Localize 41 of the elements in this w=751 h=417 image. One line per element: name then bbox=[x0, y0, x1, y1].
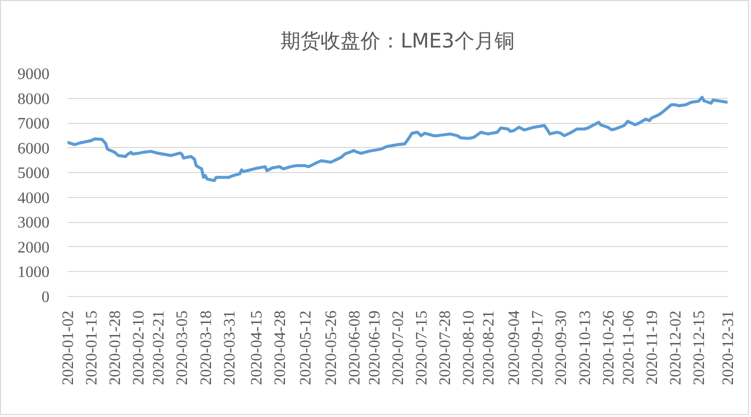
x-tick-label: 2020-07-28 bbox=[437, 310, 454, 386]
x-tick-label: 2020-04-28 bbox=[272, 310, 290, 386]
x-tick-label: 2020-11-06 bbox=[620, 310, 638, 385]
x-tick-label: 2020-03-18 bbox=[198, 310, 215, 386]
x-tick-label: 2020-12-31 bbox=[720, 310, 737, 386]
x-tick-label: 2020-01-28 bbox=[107, 310, 124, 386]
y-tick-label: 9000 bbox=[18, 66, 50, 83]
y-tick-label: 5000 bbox=[18, 165, 50, 182]
y-tick-label: 2000 bbox=[18, 239, 50, 256]
x-tick-label: 2020-09-04 bbox=[506, 310, 524, 386]
x-tick-label: 2020-09-30 bbox=[553, 310, 570, 386]
y-tick-label: 4000 bbox=[18, 190, 50, 207]
x-tick-label: 2020-08-10 bbox=[460, 310, 478, 386]
x-tick-label: 2020-07-15 bbox=[414, 310, 431, 386]
x-tick-label: 2020-10-13 bbox=[576, 310, 594, 386]
x-tick-label: 2020-12-15 bbox=[690, 310, 708, 386]
x-tick-label: 2020-06-08 bbox=[346, 310, 364, 386]
y-tick-label: 0 bbox=[42, 289, 50, 306]
chart-title: 期货收盘价：LME3个月铜 bbox=[280, 28, 514, 52]
x-tick-label: 2020-02-10 bbox=[130, 310, 148, 386]
x-tick-label: 2020-04-15 bbox=[248, 310, 266, 386]
x-tick-label: 2020-08-21 bbox=[480, 310, 498, 386]
y-tick-label: 7000 bbox=[18, 116, 50, 133]
x-tick-label: 2020-05-12 bbox=[298, 310, 315, 386]
x-tick-label: 2020-05-26 bbox=[322, 310, 340, 386]
x-tick-label: 2020-09-17 bbox=[530, 310, 547, 386]
x-tick-label: 2020-12-02 bbox=[667, 310, 684, 386]
y-tick-label: 6000 bbox=[18, 140, 50, 158]
y-tick-label: 3000 bbox=[18, 214, 50, 232]
x-tick-label: 2020-01-15 bbox=[84, 310, 101, 386]
y-tick-label: 8000 bbox=[18, 90, 50, 108]
line-series bbox=[68, 96, 728, 182]
x-tick-label: 2020-03-05 bbox=[174, 310, 192, 386]
x-tick-label: 2020-07-02 bbox=[390, 310, 407, 386]
x-tick-label: 2020-11-19 bbox=[644, 310, 661, 385]
x-tick-label: 2020-02-21 bbox=[150, 310, 168, 386]
x-tick-label: 2020-03-31 bbox=[221, 310, 238, 386]
y-tick-label: 1000 bbox=[18, 264, 50, 282]
x-tick-label: 2020-01-02 bbox=[60, 310, 77, 386]
x-tick-label: 2020-10-26 bbox=[600, 310, 618, 386]
x-tick-label: 2020-06-19 bbox=[366, 310, 384, 386]
